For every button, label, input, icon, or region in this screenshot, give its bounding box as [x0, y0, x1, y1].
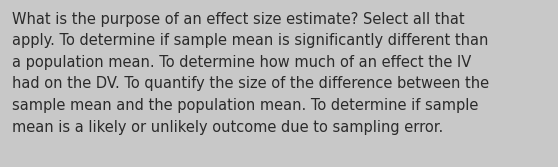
Text: What is the purpose of an effect size estimate? Select all that
apply. To determ: What is the purpose of an effect size es…: [12, 12, 489, 135]
